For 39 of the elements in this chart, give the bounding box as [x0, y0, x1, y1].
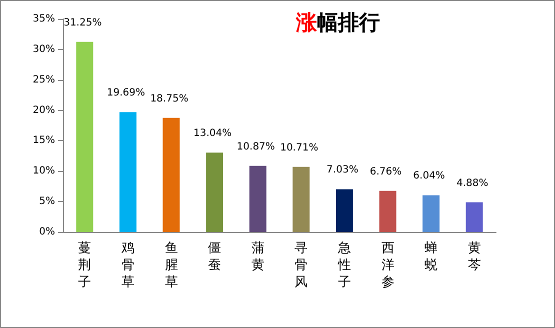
- bar: [379, 190, 396, 232]
- data-label: 10.87%: [236, 141, 275, 152]
- bar: [466, 202, 483, 232]
- chart-title: 涨幅排行: [295, 10, 380, 34]
- y-tick-label: 35%: [32, 14, 55, 24]
- bar: [119, 112, 136, 232]
- data-label: 18.75%: [150, 93, 188, 104]
- x-tick-label: 寻骨风: [294, 241, 308, 290]
- x-tick-label: 鱼腥草: [164, 241, 178, 290]
- y-tick-label: 10%: [32, 166, 55, 177]
- data-label: 31.25%: [64, 17, 102, 28]
- data-label: 6.76%: [370, 166, 402, 178]
- x-tick-label: 蔓荆子: [78, 241, 92, 290]
- x-tick-label: 西洋参: [381, 241, 394, 290]
- y-tick-label: 20%: [32, 104, 55, 116]
- data-label: 4.88%: [456, 178, 488, 189]
- x-tick-label: 黄芩: [468, 241, 481, 273]
- bar: [292, 166, 310, 232]
- y-tick-label: 25%: [32, 74, 55, 86]
- bar: [249, 166, 266, 232]
- x-tick-label: 急性子: [336, 241, 351, 290]
- bar: [336, 189, 353, 232]
- data-label: 19.69%: [106, 88, 146, 99]
- bar: [422, 195, 440, 232]
- x-tick-label: 鸡骨草: [120, 241, 134, 290]
- x-tick-label: 蝉蜕: [424, 241, 438, 273]
- y-tick-label: 0%: [39, 226, 55, 238]
- y-tick-label: 15%: [32, 135, 55, 146]
- data-label: 13.04%: [193, 128, 232, 140]
- x-tick-label: 蒲黄: [251, 241, 264, 273]
- y-tick-label: 5%: [39, 196, 55, 208]
- bar: [162, 118, 180, 232]
- bar: [76, 42, 94, 232]
- data-label: 7.03%: [326, 164, 358, 176]
- y-tick-label: 30%: [32, 44, 55, 55]
- bar: [206, 152, 224, 232]
- data-label: 10.71%: [280, 142, 318, 154]
- data-label: 6.04%: [413, 170, 445, 182]
- x-tick-label: 僵蚕: [208, 241, 222, 273]
